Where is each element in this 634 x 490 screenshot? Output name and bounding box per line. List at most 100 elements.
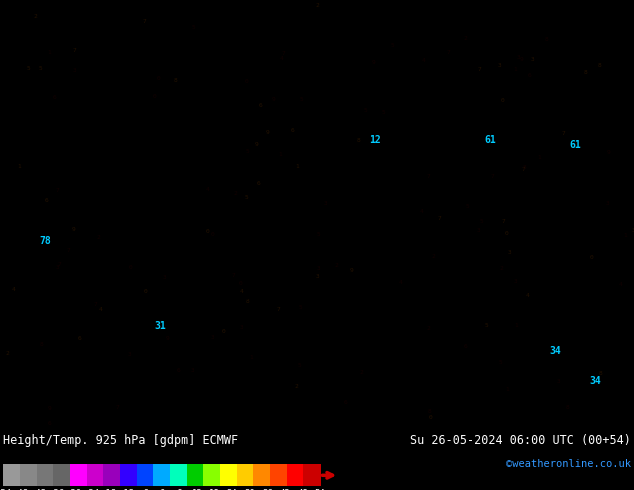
- Text: 3: 3: [605, 201, 609, 206]
- Text: 2: 2: [30, 346, 34, 351]
- Text: 4: 4: [206, 187, 210, 192]
- Text: 9: 9: [72, 227, 75, 232]
- Text: 34: 34: [549, 346, 561, 356]
- Bar: [20, 464, 37, 487]
- Text: 0: 0: [189, 352, 193, 357]
- Text: 6: 6: [621, 190, 625, 195]
- Text: 5: 5: [201, 37, 205, 42]
- Text: 3: 3: [190, 368, 194, 373]
- Text: 7: 7: [72, 48, 76, 52]
- Bar: [137, 464, 154, 487]
- Text: 9: 9: [393, 170, 397, 174]
- Text: 0: 0: [228, 397, 231, 402]
- Text: 5: 5: [347, 287, 351, 293]
- Text: 7: 7: [58, 262, 61, 267]
- Text: 7: 7: [213, 23, 217, 27]
- Text: -6: -6: [139, 489, 150, 490]
- Text: 6: 6: [538, 145, 542, 150]
- Text: 7: 7: [273, 103, 276, 108]
- Text: 5: 5: [484, 323, 488, 328]
- Text: 1: 1: [446, 157, 450, 162]
- Text: 7: 7: [501, 220, 505, 224]
- Text: 2: 2: [112, 16, 116, 21]
- Text: 4: 4: [87, 160, 91, 165]
- Text: 0: 0: [60, 86, 63, 91]
- Text: 6: 6: [462, 33, 465, 38]
- Text: 4: 4: [583, 352, 587, 357]
- Text: 6: 6: [446, 188, 450, 193]
- Text: 2: 2: [20, 170, 23, 175]
- Text: 4: 4: [99, 307, 103, 312]
- Text: 8: 8: [554, 207, 558, 212]
- Text: 4: 4: [100, 386, 104, 391]
- Text: 36: 36: [262, 489, 273, 490]
- Text: 0: 0: [279, 41, 283, 46]
- Text: 5: 5: [247, 130, 251, 135]
- Text: 3: 3: [507, 250, 511, 255]
- Bar: [287, 464, 304, 487]
- Text: 0: 0: [621, 76, 624, 81]
- Text: 8: 8: [39, 343, 43, 347]
- Text: 9: 9: [11, 19, 15, 24]
- Text: 3: 3: [494, 55, 498, 60]
- Text: 1: 1: [479, 47, 482, 52]
- Text: 1: 1: [623, 233, 627, 238]
- Text: 7: 7: [518, 109, 522, 114]
- Text: 2: 2: [34, 230, 38, 235]
- Bar: [270, 464, 287, 487]
- Text: 1: 1: [506, 387, 509, 392]
- Text: 2: 2: [395, 304, 399, 309]
- Text: 4: 4: [240, 290, 243, 294]
- Text: 8: 8: [164, 19, 168, 24]
- Text: 5: 5: [39, 67, 42, 72]
- Text: 61: 61: [484, 135, 496, 146]
- Text: 8: 8: [356, 138, 360, 143]
- Text: 8: 8: [599, 371, 602, 376]
- Text: 2: 2: [33, 14, 37, 19]
- Text: 1: 1: [479, 104, 483, 109]
- Text: 1: 1: [484, 7, 488, 12]
- Text: 1: 1: [48, 50, 51, 55]
- Text: 3: 3: [324, 201, 328, 206]
- Text: 5: 5: [287, 89, 291, 94]
- Text: 2: 2: [486, 8, 490, 13]
- Text: 2: 2: [339, 219, 343, 223]
- Text: 3: 3: [316, 273, 320, 278]
- Text: 2: 2: [505, 346, 508, 351]
- Text: 9: 9: [162, 390, 165, 395]
- Text: 3: 3: [176, 265, 179, 270]
- Text: 3: 3: [56, 266, 60, 270]
- Text: 7: 7: [333, 311, 337, 317]
- Text: 9: 9: [584, 341, 588, 346]
- Text: 3: 3: [601, 273, 605, 278]
- Text: 5: 5: [51, 258, 55, 263]
- Text: 7: 7: [418, 369, 422, 374]
- Text: 4: 4: [475, 221, 479, 226]
- Text: 2: 2: [233, 192, 237, 196]
- Text: 7: 7: [93, 302, 97, 307]
- Text: 0: 0: [371, 37, 375, 42]
- Text: 2: 2: [427, 326, 430, 331]
- Text: 3: 3: [436, 379, 439, 384]
- Bar: [254, 464, 271, 487]
- Text: 4: 4: [244, 72, 248, 77]
- Text: 5: 5: [555, 312, 559, 317]
- Text: 8: 8: [366, 304, 370, 309]
- Text: 1: 1: [249, 355, 253, 360]
- Text: 1: 1: [123, 259, 127, 264]
- Text: 9: 9: [147, 336, 151, 341]
- Text: 0: 0: [222, 329, 226, 334]
- Text: 7: 7: [522, 167, 526, 172]
- Text: 0: 0: [330, 349, 333, 354]
- Text: 2: 2: [75, 402, 79, 407]
- Text: 0: 0: [506, 11, 510, 16]
- Text: -54: -54: [0, 489, 11, 490]
- Text: 9: 9: [325, 382, 329, 387]
- Text: 1: 1: [152, 293, 155, 297]
- Text: 5: 5: [498, 361, 502, 366]
- Text: 7: 7: [478, 67, 482, 72]
- Text: 7: 7: [81, 134, 85, 139]
- Text: 4: 4: [628, 151, 631, 156]
- Text: 7: 7: [116, 405, 119, 410]
- Text: 7: 7: [550, 420, 554, 425]
